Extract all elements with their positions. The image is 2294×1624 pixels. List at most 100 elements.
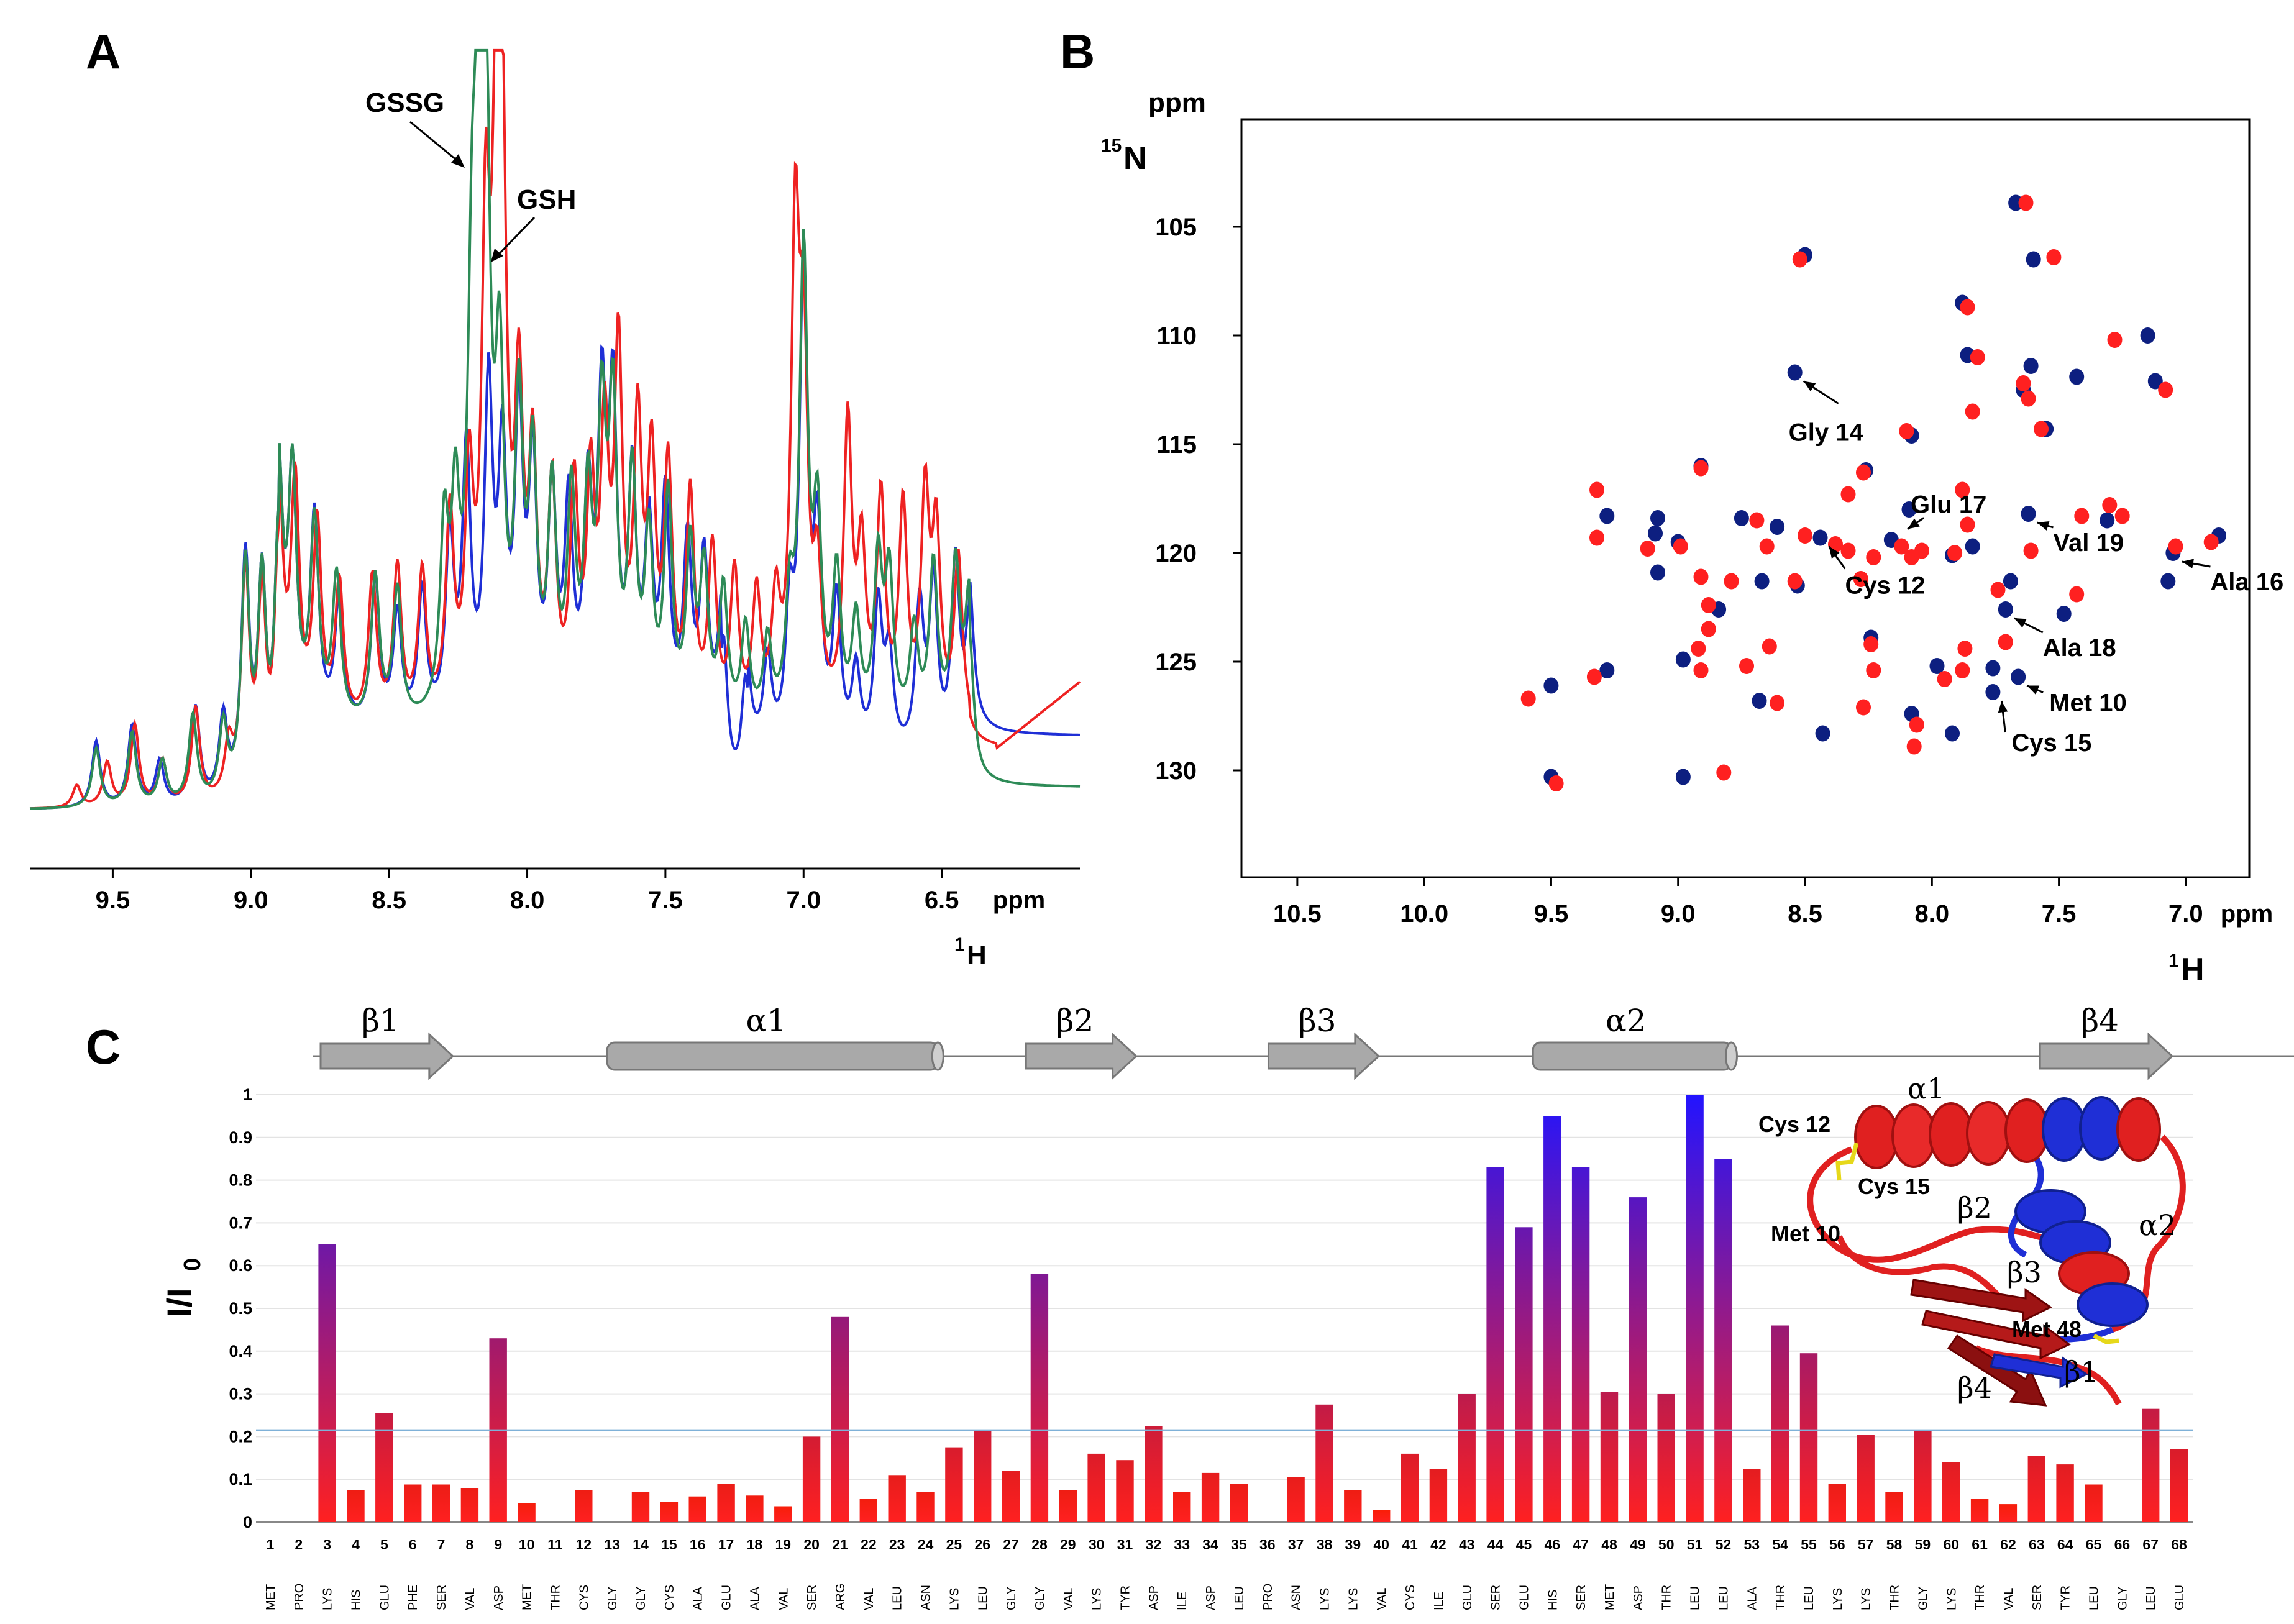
hsqc-peak-red: [1955, 481, 1970, 498]
hsqc-label: Met 10: [2049, 690, 2127, 717]
hsqc-peak-red: [2034, 421, 2049, 437]
residue-number: 8: [465, 1536, 473, 1553]
bar-residue-63: [2027, 1456, 2045, 1522]
residue-number: 30: [1089, 1536, 1105, 1553]
residue-name: GLY: [1005, 1586, 1018, 1610]
bar-residue-51: [1686, 1095, 1704, 1522]
residue-name: GLY: [606, 1586, 619, 1610]
bar-residue-54: [1771, 1325, 1789, 1522]
residue-name-wrap: ALA: [748, 1587, 762, 1610]
hsqc-peak-blue: [2003, 573, 2018, 590]
bar-residue-58: [1885, 1492, 1903, 1522]
bar-residue-3: [318, 1244, 336, 1522]
hsqc-peak-blue: [1754, 573, 1770, 590]
bar-residue-17: [717, 1484, 735, 1522]
residue-name: PRO: [293, 1584, 306, 1610]
bar-residue-25: [945, 1447, 963, 1522]
residue-name-wrap: LYS: [1346, 1588, 1360, 1610]
hsqc-peak-blue: [1752, 693, 1767, 709]
panel-c-letter: C: [86, 1020, 121, 1074]
bar-residue-67: [2142, 1408, 2160, 1522]
bar-residue-59: [1914, 1430, 1932, 1522]
residue-name: SER: [1489, 1585, 1503, 1610]
residue-name: SER: [1574, 1585, 1588, 1610]
residue-number: 48: [1601, 1536, 1617, 1553]
residue-number: 6: [409, 1536, 417, 1553]
residue-name: CYS: [663, 1585, 677, 1610]
bar-residue-40: [1373, 1510, 1391, 1522]
residue-name-wrap: MET: [264, 1584, 278, 1610]
residue-name-wrap: VAL: [2002, 1588, 2016, 1610]
hsqc-peak-red: [2168, 538, 2183, 555]
structure-label-beta3: β3: [2007, 1256, 2042, 1289]
residue-name-wrap: GLU: [720, 1585, 734, 1610]
hsqc-peak-blue: [2056, 606, 2072, 622]
hsqc-peak-red: [1691, 641, 1706, 657]
hsqc-peak-blue: [1945, 725, 1960, 742]
hsqc-peak-red: [1856, 699, 1871, 716]
residue-name-wrap: ASN: [920, 1585, 933, 1610]
panel-b-y-tick-label: 130: [1155, 757, 1197, 785]
panel-c-y-tick-label: 0.5: [229, 1299, 252, 1318]
hsqc-peak-red: [2114, 508, 2130, 524]
bar-residue-7: [432, 1484, 450, 1522]
residue-name: LYS: [1346, 1588, 1360, 1610]
structure-helix-2: [2014, 1189, 2149, 1327]
residue-name-wrap: ARG: [834, 1584, 848, 1610]
hsqc-peak-red: [1724, 573, 1739, 590]
residue-name: VAL: [1375, 1588, 1389, 1610]
gsh-arrow: [496, 216, 536, 257]
hsqc-peak-red: [1693, 568, 1709, 585]
residue-number: 21: [832, 1536, 848, 1553]
structure-label-alpha2: α2: [2139, 1208, 2176, 1242]
residue-name: VAL: [1062, 1588, 1076, 1610]
hsqc-peak-red: [1909, 716, 1924, 733]
hsqc-peak-blue: [2069, 368, 2085, 385]
hsqc-peak-red: [2203, 534, 2219, 550]
structure-strand-2: [1921, 1310, 2071, 1360]
residue-name-wrap: LYS: [321, 1588, 335, 1610]
hsqc-peak-blue: [2023, 358, 2039, 374]
structure-label-beta2: β2: [1957, 1191, 1992, 1225]
hsqc-peak-red: [1937, 671, 1952, 687]
bar-residue-18: [746, 1495, 764, 1522]
residue-name-wrap: LEU: [2088, 1586, 2101, 1610]
hsqc-peak-blue: [1998, 601, 2013, 618]
panel-b-labels: Gly 14 Glu 17 Val 19 Ala 16 Cys 12 Ala 18 Met …: [1789, 380, 2283, 757]
residue-number: 15: [661, 1536, 677, 1553]
residue-number: 40: [1373, 1536, 1389, 1553]
panel-c-y-tick-label: 0.8: [229, 1171, 252, 1190]
residue-name-wrap: SER: [1574, 1585, 1588, 1610]
bar-residue-10: [518, 1503, 536, 1522]
hsqc-peak-red: [1762, 638, 1777, 655]
residue-name-wrap: ASP: [492, 1585, 506, 1610]
residue-name-wrap: VAL: [464, 1588, 477, 1610]
bar-residue-15: [660, 1502, 679, 1522]
residue-number: 13: [604, 1536, 620, 1553]
residue-name-wrap: VAL: [1375, 1588, 1389, 1610]
hsqc-peak-blue: [1815, 725, 1830, 742]
residue-name-wrap: TYR: [1119, 1585, 1133, 1610]
bar-residue-53: [1743, 1469, 1761, 1522]
residue-number: 65: [2086, 1536, 2102, 1553]
bar-residue-68: [2170, 1449, 2188, 1522]
hsqc-peak-blue: [1901, 501, 1917, 518]
residue-name-wrap: LYS: [948, 1588, 961, 1610]
residue-number: 18: [747, 1536, 763, 1553]
hsqc-peak-red: [1899, 423, 1914, 439]
bar-residue-14: [631, 1492, 650, 1522]
hsqc-peak-red: [1693, 662, 1709, 678]
residue-name-wrap: LEU: [976, 1586, 990, 1610]
hsqc-peak-red: [1798, 527, 1812, 544]
hsqc-peak-red: [1960, 516, 1975, 533]
hsqc-label: Ala 18: [2043, 634, 2116, 662]
panel-c-y-tick-label: 0.1: [229, 1470, 252, 1489]
residue-name-wrap: VAL: [1062, 1588, 1076, 1610]
residue-name-wrap: LYS: [1945, 1588, 1958, 1610]
residue-number: 2: [295, 1536, 303, 1553]
residue-name-wrap: LYS: [1318, 1588, 1332, 1610]
residue-number: 64: [2057, 1536, 2073, 1553]
structure-label-cys12: Cys 12: [1758, 1111, 1830, 1137]
hsqc-peak-red: [2158, 381, 2173, 398]
ss-helix-cap: [931, 1041, 944, 1071]
